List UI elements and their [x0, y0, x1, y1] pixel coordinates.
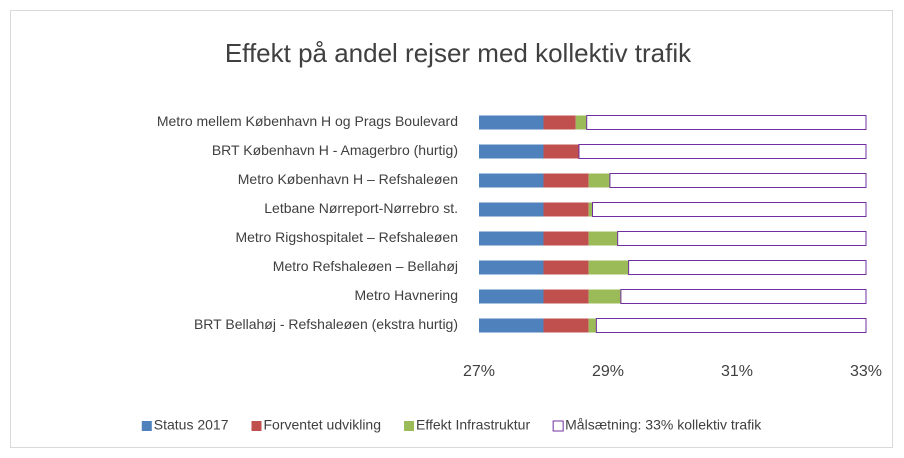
legend-swatch — [404, 421, 415, 431]
bar-segment — [628, 260, 867, 275]
bar-segment — [575, 115, 587, 130]
bar-segment — [595, 318, 867, 333]
bar-segment — [543, 231, 589, 246]
bar-segment — [479, 202, 544, 217]
y-tick-label: BRT København H - Amagerbro (hurtig) — [212, 142, 458, 158]
bar-segment — [543, 318, 589, 333]
bar-segment — [543, 144, 579, 159]
bar-segment — [609, 173, 867, 188]
y-tick-label: Letbane Nørreport-Nørrebro st. — [264, 200, 458, 216]
bar-segment — [479, 231, 544, 246]
bar-segment — [479, 144, 544, 159]
bar-segment — [588, 260, 629, 275]
legend-label: Status 2017 — [154, 417, 229, 433]
legend-label: Effekt Infrastruktur — [416, 417, 530, 433]
bar-segment — [543, 260, 589, 275]
y-tick-label: Metro Rigshospitalet – Refshaleøen — [235, 229, 458, 245]
legend-label: Forventet udvikling — [264, 417, 382, 433]
bar-segment — [479, 289, 544, 304]
legend-swatch — [141, 421, 152, 431]
bar-segment — [479, 260, 544, 275]
legend-swatch — [251, 421, 262, 431]
bar-segment — [543, 202, 589, 217]
bar-segment — [586, 115, 867, 130]
x-tick-label: 33% — [850, 363, 882, 380]
legend-swatch — [552, 420, 564, 432]
bar-segment — [588, 173, 610, 188]
bar-segment — [620, 289, 867, 304]
bar-segment — [543, 289, 589, 304]
bar-segment — [543, 115, 576, 130]
y-tick-label: BRT Bellahøj - Refshaleøen (ekstra hurti… — [194, 316, 458, 332]
chart-frame — [10, 10, 893, 448]
bar-segment — [479, 115, 544, 130]
x-tick-label: 29% — [592, 363, 624, 380]
bar-segment — [479, 173, 544, 188]
y-tick-label: Metro Havnering — [355, 287, 459, 303]
y-tick-label: Metro København H – Refshaleøen — [238, 171, 458, 187]
bar-segment — [479, 318, 544, 333]
legend-label: Målsætning: 33% kollektiv trafik — [565, 417, 762, 433]
bar-segment — [578, 144, 867, 159]
bar-segment — [617, 231, 867, 246]
bar-segment — [592, 202, 867, 217]
bar-segment — [588, 202, 593, 217]
bar-segment — [588, 318, 597, 333]
bar-segment — [543, 173, 589, 188]
chart-title: Effekt på andel rejser med kollektiv tra… — [225, 38, 692, 68]
bar-segment — [588, 231, 618, 246]
y-tick-label: Metro mellem København H og Prags Boulev… — [157, 113, 458, 129]
x-tick-label: 27% — [463, 363, 495, 380]
y-tick-label: Metro Refshaleøen – Bellahøj — [273, 258, 458, 274]
bar-segment — [588, 289, 621, 304]
x-tick-label: 31% — [721, 363, 753, 380]
